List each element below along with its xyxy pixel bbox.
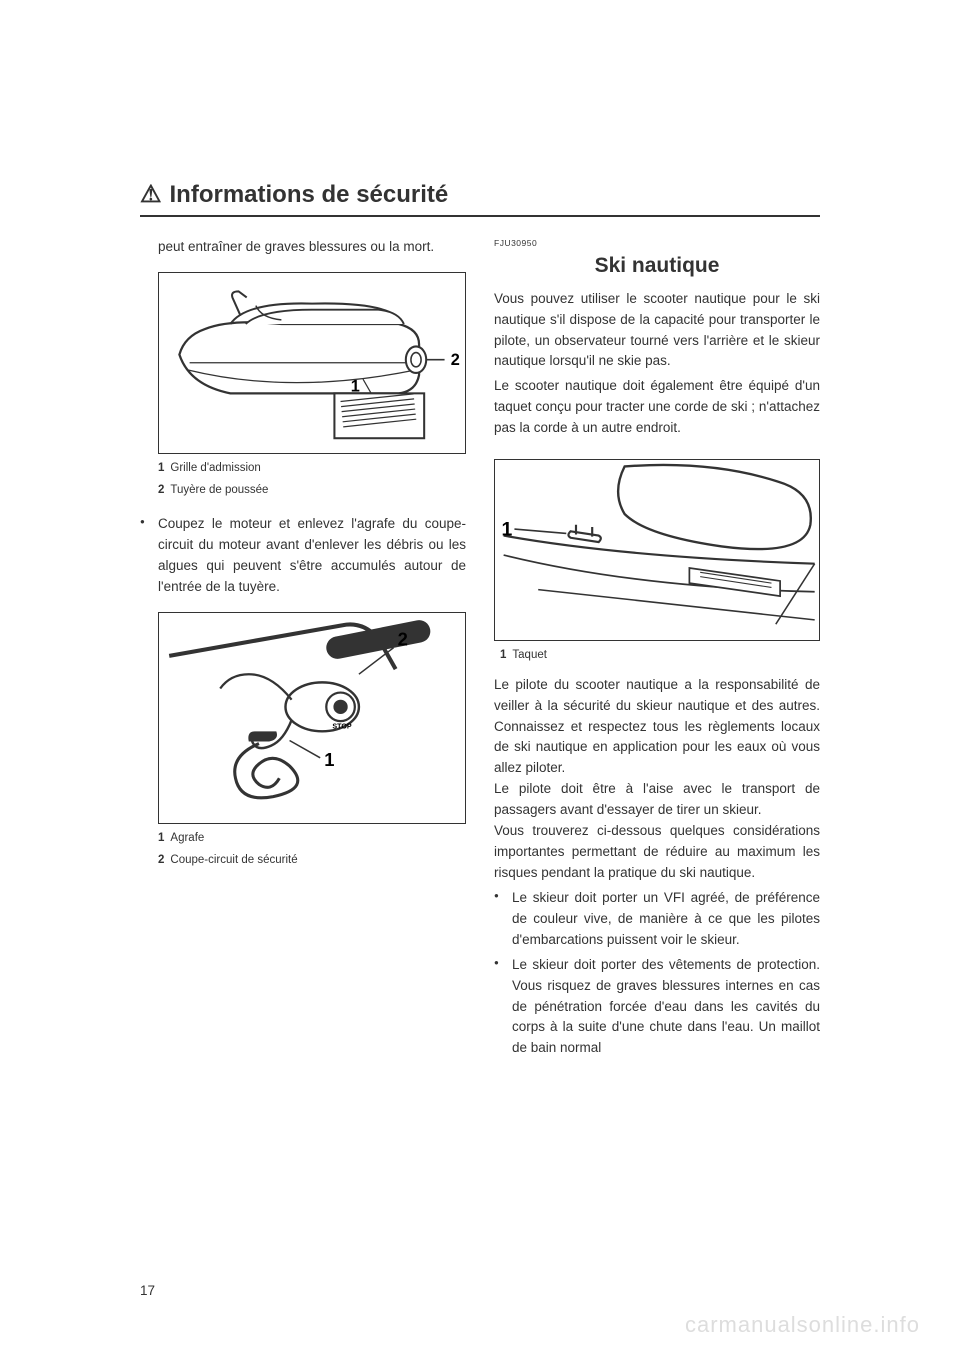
bullet-item: Le skieur doit porter des vêtements de p… bbox=[494, 955, 820, 1060]
manual-page: ⚠ Informations de sécurité peut entraîne… bbox=[0, 0, 960, 1358]
page-number: 17 bbox=[140, 1283, 155, 1298]
watercraft-side-svg: 2 1 bbox=[159, 273, 465, 446]
figure-intake-grate: 2 1 bbox=[158, 272, 466, 454]
bullet-item: Le skieur doit porter un VFI agréé, de p… bbox=[494, 888, 820, 951]
fig2-caption-1: 1 Agrafe bbox=[158, 830, 466, 848]
callout-1: 1 bbox=[351, 377, 360, 395]
handlebar-clip-svg: STOP 2 1 bbox=[159, 613, 465, 817]
fig1-caption-2: 2 Tuyère de poussée bbox=[158, 482, 466, 500]
caption-text: Agrafe bbox=[170, 832, 204, 844]
page-title: Informations de sécurité bbox=[170, 181, 449, 209]
paragraph: Vous trouverez ci-dessous quelques consi… bbox=[494, 821, 820, 884]
figure-ski-cleat: 1 bbox=[494, 459, 820, 641]
page-header: ⚠ Informations de sécurité bbox=[140, 180, 820, 209]
bullet-list-left: Coupez le moteur et enlevez l'agrafe du … bbox=[140, 514, 466, 598]
header-rule bbox=[140, 215, 820, 217]
callout-1: 1 bbox=[501, 519, 512, 541]
fig1-caption-1: 1 Grille d'admission bbox=[158, 460, 466, 478]
cleat-svg: 1 bbox=[495, 460, 819, 633]
left-column: peut entraîner de graves blessures ou la… bbox=[140, 237, 466, 1059]
warning-icon: ⚠ bbox=[140, 180, 162, 209]
intro-fragment: peut entraîner de graves blessures ou la… bbox=[158, 237, 466, 258]
reference-code: FJU30950 bbox=[494, 237, 820, 250]
stop-text: STOP bbox=[332, 722, 352, 730]
paragraph: Le pilote du scooter nautique a la respo… bbox=[494, 675, 820, 780]
bullet-item: Coupez le moteur et enlevez l'agrafe du … bbox=[140, 514, 466, 598]
caption-num: 1 bbox=[500, 649, 506, 661]
caption-num: 2 bbox=[158, 484, 164, 496]
fig2-caption-2: 2 Coupe-circuit de sécurité bbox=[158, 852, 466, 870]
callout-1: 1 bbox=[324, 749, 334, 770]
paragraph: Le scooter nautique doit également être … bbox=[494, 376, 820, 439]
two-column-layout: peut entraîner de graves blessures ou la… bbox=[140, 237, 820, 1059]
caption-text: Grille d'admission bbox=[170, 462, 260, 474]
caption-text: Coupe-circuit de sécurité bbox=[170, 854, 297, 866]
watermark: carmanualsonline.info bbox=[685, 1312, 920, 1338]
caption-text: Taquet bbox=[512, 649, 547, 661]
callout-2: 2 bbox=[398, 628, 408, 649]
fig3-caption-1: 1 Taquet bbox=[500, 647, 820, 665]
figure-engine-stop-clip: STOP 2 1 bbox=[158, 612, 466, 825]
paragraph: Le pilote doit être à l'aise avec le tra… bbox=[494, 779, 820, 821]
bullet-list-right: Le skieur doit porter un VFI agréé, de p… bbox=[494, 888, 820, 1059]
section-title: Ski nautique bbox=[494, 250, 820, 283]
caption-text: Tuyère de poussée bbox=[170, 484, 268, 496]
right-column: FJU30950 Ski nautique Vous pouvez utilis… bbox=[494, 237, 820, 1059]
caption-num: 1 bbox=[158, 832, 164, 844]
callout-2: 2 bbox=[451, 351, 460, 369]
caption-num: 2 bbox=[158, 854, 164, 866]
caption-num: 1 bbox=[158, 462, 164, 474]
paragraph: Vous pouvez utiliser le scooter nautique… bbox=[494, 289, 820, 373]
